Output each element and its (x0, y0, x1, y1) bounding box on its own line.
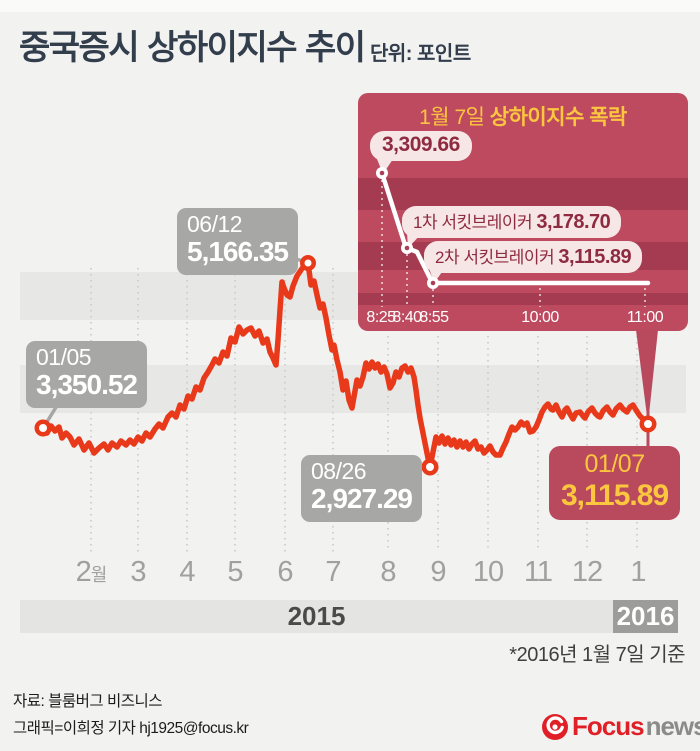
month-tick-may: 5 (227, 556, 243, 588)
month-tick-jan: 1 (630, 556, 646, 588)
year-box-2016: 2016 (613, 600, 678, 633)
inset-time-840: 8:40 (392, 309, 422, 326)
as-of-note: *2016년 1월 7일 기준 (509, 644, 685, 666)
month-tick-apr: 4 (179, 556, 195, 588)
month-tick-feb: 2월 (75, 556, 108, 588)
callout-date: 01/07 (584, 450, 646, 478)
top-margin-strip (0, 0, 700, 12)
callout-value: 5,166.35 (187, 236, 289, 268)
inset-time-1100: 11:00 (626, 309, 664, 326)
month-tick-sep: 9 (430, 556, 446, 588)
month-tick-nov: 11 (523, 556, 553, 588)
inset-time-825: 8:25 (366, 309, 396, 326)
inset-cb2-bubble: 2차 서킷브레이커 3,115.89 (424, 241, 643, 273)
callout-value: 3,115.89 (561, 478, 669, 512)
inset-time-1000: 10:00 (521, 309, 559, 326)
inset-cb1-bubble: 1차 서킷브레이커 3,178.70 (402, 206, 622, 238)
month-tick-dec: 12 (571, 556, 603, 588)
month-tick-oct: 10 (472, 556, 504, 588)
title-part-1: 중국증시 (19, 29, 140, 67)
callout-date: 08/26 (311, 458, 367, 484)
title-part-2: 상하이지수 (147, 29, 297, 67)
callout-0612: 06/12 5,166.35 (177, 208, 298, 276)
page-title: 중국증시 상하이지수 추이 (19, 20, 366, 69)
focusnews-logo: Focus news (541, 711, 700, 742)
month-tick-mar: 3 (130, 556, 146, 588)
callout-0105: 01/05 3,350.52 (26, 341, 147, 409)
month-tick-aug: 8 (380, 556, 396, 588)
callout-0107: 01/07 3,115.89 (549, 446, 681, 520)
logo-text-news: news (645, 711, 700, 741)
inset-open-value-bubble: 3,309.66 (370, 131, 472, 161)
source-credit: 자료: 블룸버그 비즈니스 (13, 693, 163, 710)
title-part-3: 추이 (305, 29, 366, 67)
callout-value: 2,927.29 (311, 483, 413, 515)
graphic-credit: 그래픽=이희정 기자 hj1925@focus.kr (13, 720, 249, 737)
callout-0826: 08/26 2,927.29 (301, 455, 422, 523)
year-band-2015: 2015 (20, 600, 613, 633)
inset-time-855: 8:55 (419, 309, 449, 326)
inset-title: 1월 7일 상하이지수 폭락 (419, 106, 627, 129)
logo-text-focus: Focus (572, 711, 645, 741)
unit-label: 단위: 포인트 (370, 43, 471, 65)
callout-date: 01/05 (36, 344, 92, 370)
focusnews-logo-icon (542, 713, 568, 740)
panel-stripe (358, 293, 688, 305)
month-tick-jun: 6 (277, 556, 293, 588)
callout-value: 3,350.52 (36, 369, 138, 401)
callout-date: 06/12 (187, 211, 243, 237)
month-tick-jul: 7 (325, 556, 341, 588)
